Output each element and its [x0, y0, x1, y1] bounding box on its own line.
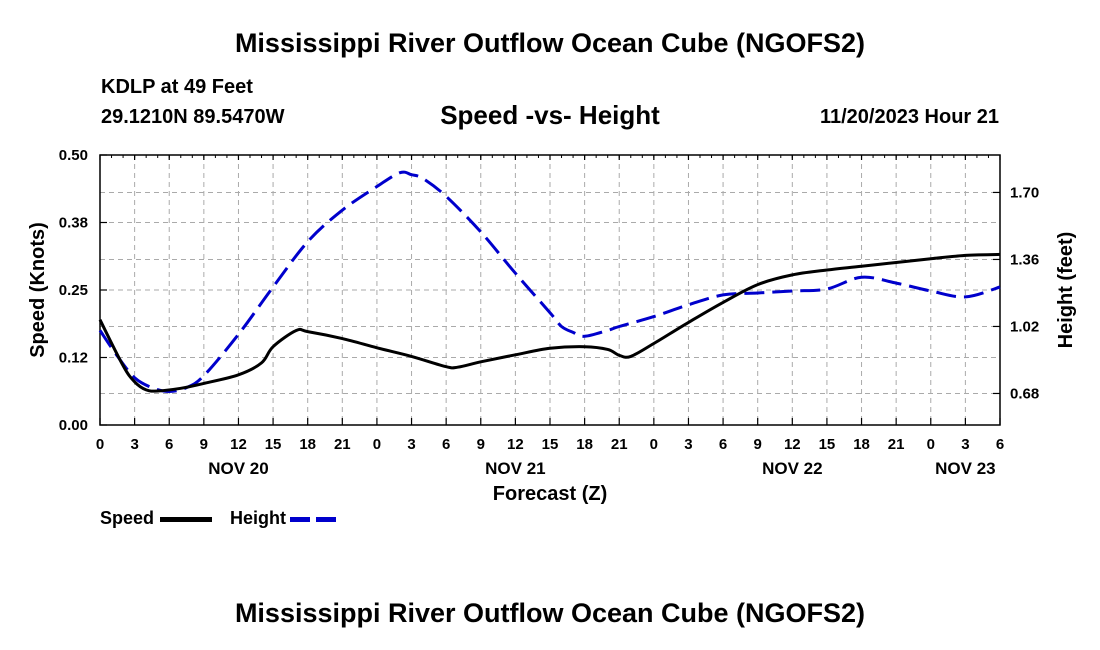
x-tick-label: 12 [507, 436, 524, 453]
y-right-axis-title: Height (feet) [1055, 232, 1077, 349]
y-right-tick-label: 1.36 [1010, 251, 1039, 268]
series-line-speed [98, 252, 1001, 393]
x-tick-label: 15 [542, 436, 559, 453]
footer-title: Mississippi River Outflow Ocean Cube (NG… [234, 598, 866, 628]
y-left-tick-label: 0.25 [59, 282, 88, 299]
x-tick-label: 21 [888, 436, 905, 453]
legend-swatch-height [290, 517, 342, 522]
x-tick-label: 21 [611, 436, 628, 453]
x-tick-label: 9 [754, 436, 762, 453]
x-tick-label: 6 [442, 436, 450, 453]
x-tick-label: 18 [853, 436, 870, 453]
legend-label-height: Height [230, 508, 286, 528]
x-tick-label: 15 [265, 436, 282, 453]
x-axis-title: Forecast (Z) [493, 483, 607, 505]
legend-label-speed: Speed [100, 508, 155, 528]
x-date-label: NOV 21 [485, 459, 545, 478]
station-coordinates: 29.1210N 89.5470W [101, 106, 285, 128]
series-line-height [98, 170, 1001, 393]
x-tick-label: 12 [784, 436, 801, 453]
x-date-label: NOV 22 [762, 459, 822, 478]
chart-subtitle: Speed -vs- Height [440, 100, 660, 130]
station-label: KDLP at 49 Feet [101, 76, 253, 98]
x-tick-label: 9 [200, 436, 208, 453]
y-right-tick-label: 1.02 [1010, 318, 1039, 335]
x-tick-label: 3 [130, 436, 138, 453]
y-right-tick-label: 1.70 [1010, 184, 1039, 201]
y-left-axis-title: Speed (Knots) [27, 222, 49, 358]
x-tick-label: 0 [373, 436, 381, 453]
y-left-tick-label: 0.12 [59, 350, 88, 367]
y-left-tick-label: 0.38 [59, 215, 88, 232]
x-tick-label: 18 [576, 436, 593, 453]
x-tick-label: 6 [996, 436, 1004, 453]
x-tick-label: 12 [230, 436, 247, 453]
x-tick-label: 3 [961, 436, 969, 453]
x-tick-label: 0 [927, 436, 935, 453]
x-date-label: NOV 23 [935, 459, 995, 478]
x-tick-label: 3 [684, 436, 692, 453]
legend-swatch-speed [160, 517, 212, 522]
x-tick-label: 6 [165, 436, 173, 453]
y-left-tick-label: 0.50 [59, 147, 88, 164]
x-tick-label: 0 [650, 436, 658, 453]
chart-title: Mississippi River Outflow Ocean Cube (NG… [234, 28, 866, 58]
y-right-tick-label: 0.68 [1010, 385, 1039, 402]
x-tick-label: 18 [299, 436, 316, 453]
x-tick-label: 6 [719, 436, 727, 453]
x-tick-label: 3 [407, 436, 415, 453]
x-tick-label: 0 [96, 436, 104, 453]
x-tick-label: 15 [819, 436, 836, 453]
x-date-label: NOV 20 [208, 459, 268, 478]
forecast-run-time: 11/20/2023 Hour 21 [819, 106, 999, 128]
y-left-tick-label: 0.00 [59, 417, 88, 434]
x-tick-label: 9 [477, 436, 485, 453]
x-tick-label: 21 [334, 436, 351, 453]
